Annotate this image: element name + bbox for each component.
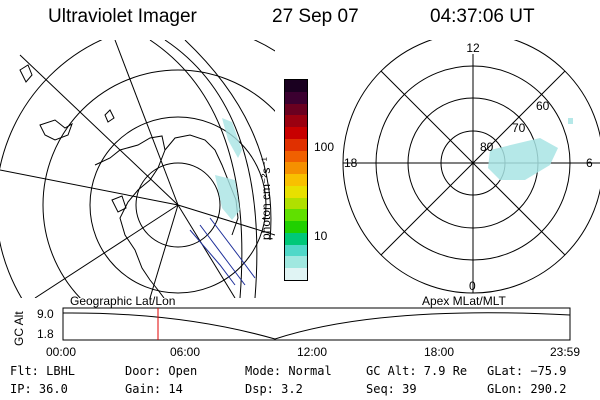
lat-label: 80 bbox=[480, 140, 494, 154]
altitude-plot bbox=[62, 307, 571, 341]
lat-label: 70 bbox=[512, 121, 526, 135]
colorbar-segment bbox=[285, 138, 307, 151]
colorbar-unit-label: photon cm⁻²s⁻¹ bbox=[259, 157, 273, 240]
info-door: Door: Open bbox=[125, 364, 198, 378]
lat-label: 60 bbox=[536, 99, 550, 113]
altitude-curve bbox=[62, 312, 571, 340]
colorbar-segment bbox=[285, 91, 307, 104]
colorbar-segment bbox=[285, 232, 307, 245]
info-mode: Mode: Normal bbox=[245, 364, 332, 378]
info-flt: Flt: LBHL bbox=[10, 364, 76, 378]
alt-axis-label: GC Alt bbox=[12, 311, 26, 346]
colorbar-segment bbox=[285, 197, 307, 210]
colorbar-tick: 10 bbox=[314, 229, 328, 243]
colorbar-segment bbox=[285, 103, 307, 116]
colorbar-segment bbox=[285, 209, 307, 222]
colorbar-segment bbox=[285, 127, 307, 139]
geographic-label: Geographic Lat/Lon bbox=[70, 294, 176, 308]
apex-polar-plot: 12 18 6 0 60 70 80 bbox=[342, 40, 600, 294]
mlt-label-left: 18 bbox=[344, 156, 358, 170]
lat-circle bbox=[89, 116, 267, 294]
apex-label: Apex MLat/MLT bbox=[422, 294, 506, 308]
colorbar-tick: 100 bbox=[314, 140, 335, 154]
colorbar-segment bbox=[285, 162, 307, 175]
lat-circle bbox=[135, 162, 221, 248]
info-glon: GLon: 290.2 bbox=[487, 382, 567, 396]
info-seq: Seq: 39 bbox=[366, 382, 417, 396]
date-label: 27 Sep 07 bbox=[272, 6, 359, 27]
info-gain: Gain: 14 bbox=[125, 382, 183, 396]
colorbar bbox=[284, 79, 308, 281]
colorbar-segment bbox=[285, 221, 307, 233]
colorbar-segment bbox=[285, 268, 307, 281]
info-ip: IP: 36.0 bbox=[10, 382, 68, 396]
colorbar-segment bbox=[285, 244, 307, 257]
alt-ytick: 9.0 bbox=[37, 307, 54, 321]
alt-xtick: 18:00 bbox=[424, 345, 455, 359]
mlt-label-top: 12 bbox=[466, 41, 480, 55]
instrument-title: Ultraviolet Imager bbox=[48, 6, 197, 27]
colorbar-segment bbox=[285, 256, 307, 269]
alt-xtick: 23:59 bbox=[550, 345, 581, 359]
mlt-label-bottom: 0 bbox=[469, 279, 476, 293]
time-label: 04:37:06 UT bbox=[430, 6, 535, 27]
lat-circle bbox=[42, 69, 275, 298]
alt-xtick: 00:00 bbox=[46, 345, 77, 359]
colorbar-segment bbox=[285, 150, 307, 163]
colorbar-segment bbox=[285, 80, 307, 92]
info-dsp: Dsp: 3.2 bbox=[245, 382, 303, 396]
alt-ytick: 1.8 bbox=[37, 327, 54, 341]
alt-xtick: 06:00 bbox=[170, 345, 201, 359]
alt-xtick: 12:00 bbox=[297, 345, 328, 359]
colorbar-segment bbox=[285, 174, 307, 186]
mlt-label-right: 6 bbox=[586, 156, 593, 170]
colorbar-segment bbox=[285, 115, 307, 128]
colorbar-segment bbox=[285, 185, 307, 198]
info-gc-alt: GC Alt: 7.9 Re bbox=[366, 364, 468, 378]
geographic-map bbox=[0, 40, 275, 298]
info-glat: GLat: −75.9 bbox=[487, 364, 567, 378]
